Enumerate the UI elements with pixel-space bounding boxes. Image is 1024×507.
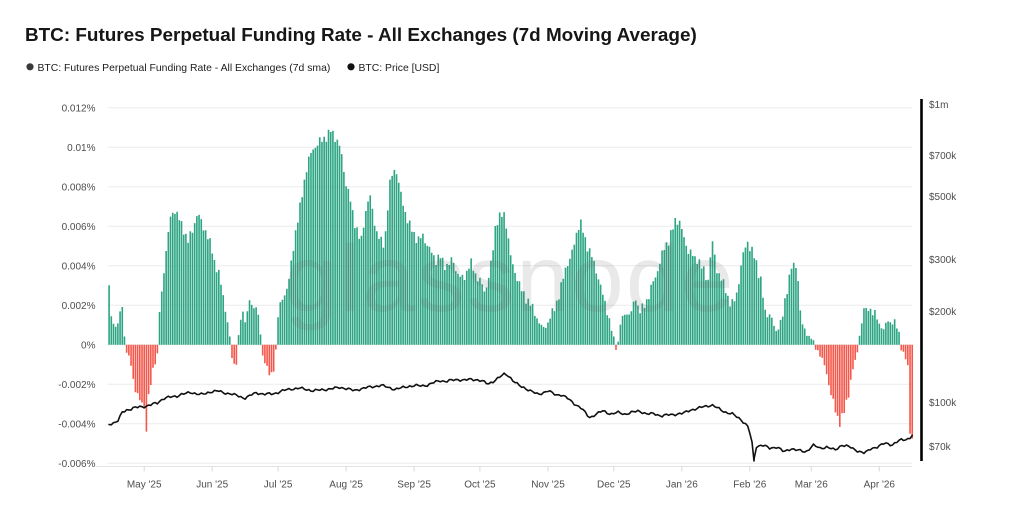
- svg-text:BTC: Futures Perpetual Funding: BTC: Futures Perpetual Funding Rate - Al…: [25, 25, 697, 46]
- svg-text:$700k: $700k: [929, 151, 957, 162]
- svg-text:BTC: Futures Perpetual Funding: BTC: Futures Perpetual Funding Rate - Al…: [38, 63, 331, 74]
- svg-text:Mar '26: Mar '26: [795, 480, 828, 491]
- svg-text:0.004%: 0.004%: [62, 262, 96, 273]
- svg-text:$70k: $70k: [929, 442, 952, 453]
- svg-text:0.006%: 0.006%: [62, 222, 96, 233]
- svg-text:-0.006%: -0.006%: [58, 459, 95, 470]
- svg-text:$300k: $300k: [929, 255, 957, 266]
- svg-text:glassnode: glassnode: [284, 226, 735, 332]
- svg-text:Dec '25: Dec '25: [597, 480, 631, 491]
- svg-text:Jun '25: Jun '25: [196, 480, 228, 491]
- svg-text:Nov '25: Nov '25: [531, 480, 565, 491]
- svg-text:-0.004%: -0.004%: [58, 420, 95, 431]
- svg-text:Apr '26: Apr '26: [864, 480, 896, 491]
- svg-text:$200k: $200k: [929, 307, 957, 318]
- svg-text:$500k: $500k: [929, 192, 957, 203]
- svg-text:Jan '26: Jan '26: [666, 480, 698, 491]
- svg-text:0.01%: 0.01%: [67, 143, 95, 154]
- svg-text:May '25: May '25: [127, 480, 162, 491]
- svg-text:-0.002%: -0.002%: [58, 380, 95, 391]
- svg-text:Oct '25: Oct '25: [464, 480, 496, 491]
- svg-text:0%: 0%: [81, 341, 96, 352]
- svg-text:$1m: $1m: [929, 100, 948, 111]
- svg-text:0.012%: 0.012%: [62, 104, 96, 115]
- svg-text:0.008%: 0.008%: [62, 183, 96, 194]
- svg-text:$100k: $100k: [929, 398, 957, 409]
- svg-text:Feb '26: Feb '26: [733, 480, 766, 491]
- svg-text:Jul '25: Jul '25: [264, 480, 293, 491]
- svg-text:0.002%: 0.002%: [62, 301, 96, 312]
- svg-text:Sep '25: Sep '25: [397, 480, 431, 491]
- svg-text:BTC: Price [USD]: BTC: Price [USD]: [359, 63, 440, 74]
- svg-text:Aug '25: Aug '25: [329, 480, 363, 491]
